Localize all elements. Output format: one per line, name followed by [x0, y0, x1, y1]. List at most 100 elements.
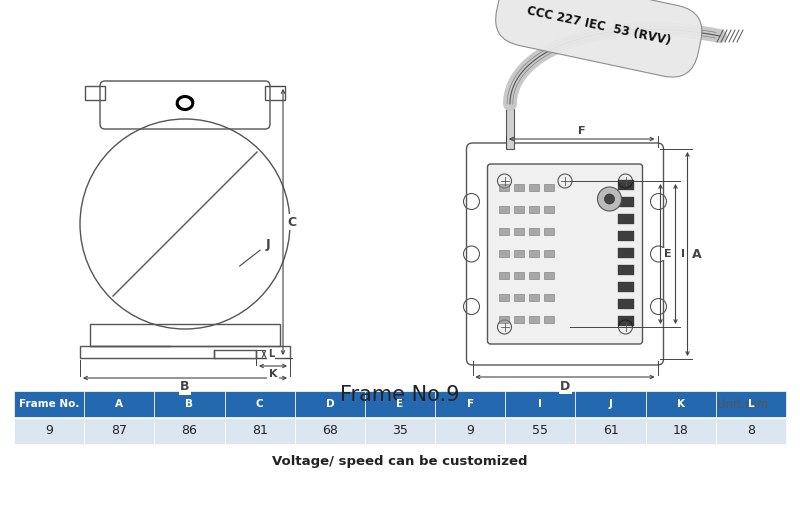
Bar	[154, 418, 225, 444]
Bar	[543, 250, 554, 257]
Text: 18: 18	[673, 424, 689, 437]
Bar	[435, 418, 506, 444]
Bar	[498, 272, 509, 279]
Circle shape	[605, 194, 614, 204]
Text: 87: 87	[111, 424, 127, 437]
Bar	[618, 180, 634, 190]
Bar	[618, 231, 634, 241]
Bar	[14, 418, 84, 444]
Text: Frame No.: Frame No.	[19, 399, 79, 409]
Text: 81: 81	[252, 424, 267, 437]
Text: E: E	[664, 249, 671, 259]
Bar	[618, 214, 634, 224]
Bar	[514, 228, 523, 235]
Bar	[646, 418, 716, 444]
Bar	[265, 86, 285, 100]
Bar	[618, 282, 634, 292]
Text: K: K	[269, 369, 278, 379]
Bar	[529, 184, 538, 191]
Bar	[506, 104, 514, 149]
Bar	[498, 250, 509, 257]
Bar	[514, 316, 523, 323]
Bar	[618, 197, 634, 207]
Bar	[498, 294, 509, 301]
Circle shape	[598, 187, 622, 211]
Text: J: J	[239, 238, 270, 266]
Text: A: A	[115, 399, 123, 409]
Text: Unit:mm: Unit:mm	[717, 397, 768, 411]
Text: Frame No.9: Frame No.9	[340, 385, 460, 405]
Bar	[80, 346, 290, 358]
Bar	[498, 184, 509, 191]
Text: CCC 227 IEC  53 (RVV): CCC 227 IEC 53 (RVV)	[526, 4, 672, 47]
Bar	[294, 418, 365, 444]
Bar	[14, 391, 84, 417]
Bar	[214, 350, 256, 358]
Bar	[90, 324, 280, 346]
Bar	[85, 86, 105, 100]
Bar	[365, 391, 435, 417]
Bar	[618, 316, 634, 326]
Bar	[716, 418, 786, 444]
Bar	[498, 206, 509, 213]
Text: F: F	[578, 126, 586, 136]
Bar	[529, 228, 538, 235]
Text: J: J	[609, 399, 613, 409]
Bar	[618, 299, 634, 309]
Bar	[84, 391, 154, 417]
Bar	[716, 391, 786, 417]
Bar	[529, 206, 538, 213]
Bar	[506, 391, 575, 417]
Bar	[514, 294, 523, 301]
Bar	[529, 294, 538, 301]
Text: 8: 8	[747, 424, 755, 437]
Text: 9: 9	[45, 424, 53, 437]
Bar	[365, 418, 435, 444]
Bar	[618, 248, 634, 258]
Bar	[84, 418, 154, 444]
Text: D: D	[560, 379, 570, 393]
Bar	[543, 294, 554, 301]
Text: 9: 9	[466, 424, 474, 437]
Bar	[543, 206, 554, 213]
Text: B: B	[180, 380, 190, 394]
Text: D: D	[326, 399, 334, 409]
Bar	[646, 391, 716, 417]
Bar	[514, 184, 523, 191]
Bar	[435, 391, 506, 417]
Bar	[575, 418, 646, 444]
Text: Voltage/ speed can be customized: Voltage/ speed can be customized	[272, 456, 528, 468]
Bar	[543, 316, 554, 323]
Bar	[618, 265, 634, 275]
Bar	[529, 250, 538, 257]
Text: 55: 55	[532, 424, 548, 437]
Text: 35: 35	[392, 424, 408, 437]
Bar	[514, 250, 523, 257]
Text: 61: 61	[602, 424, 618, 437]
Text: I: I	[538, 399, 542, 409]
Bar	[543, 228, 554, 235]
Text: C: C	[287, 216, 297, 228]
Bar	[514, 272, 523, 279]
Bar	[529, 316, 538, 323]
Bar	[514, 206, 523, 213]
Text: I: I	[682, 249, 686, 259]
Bar	[225, 418, 294, 444]
Bar	[575, 391, 646, 417]
Bar	[506, 418, 575, 444]
Text: 68: 68	[322, 424, 338, 437]
Bar	[543, 184, 554, 191]
Text: L: L	[268, 349, 274, 359]
Bar	[543, 272, 554, 279]
Text: 86: 86	[182, 424, 198, 437]
Text: C: C	[256, 399, 263, 409]
Text: L: L	[747, 399, 754, 409]
Text: E: E	[397, 399, 403, 409]
Text: A: A	[692, 247, 702, 261]
Bar	[154, 391, 225, 417]
Bar	[225, 391, 294, 417]
FancyBboxPatch shape	[487, 164, 642, 344]
Bar	[498, 316, 509, 323]
Text: K: K	[677, 399, 685, 409]
Bar	[529, 272, 538, 279]
